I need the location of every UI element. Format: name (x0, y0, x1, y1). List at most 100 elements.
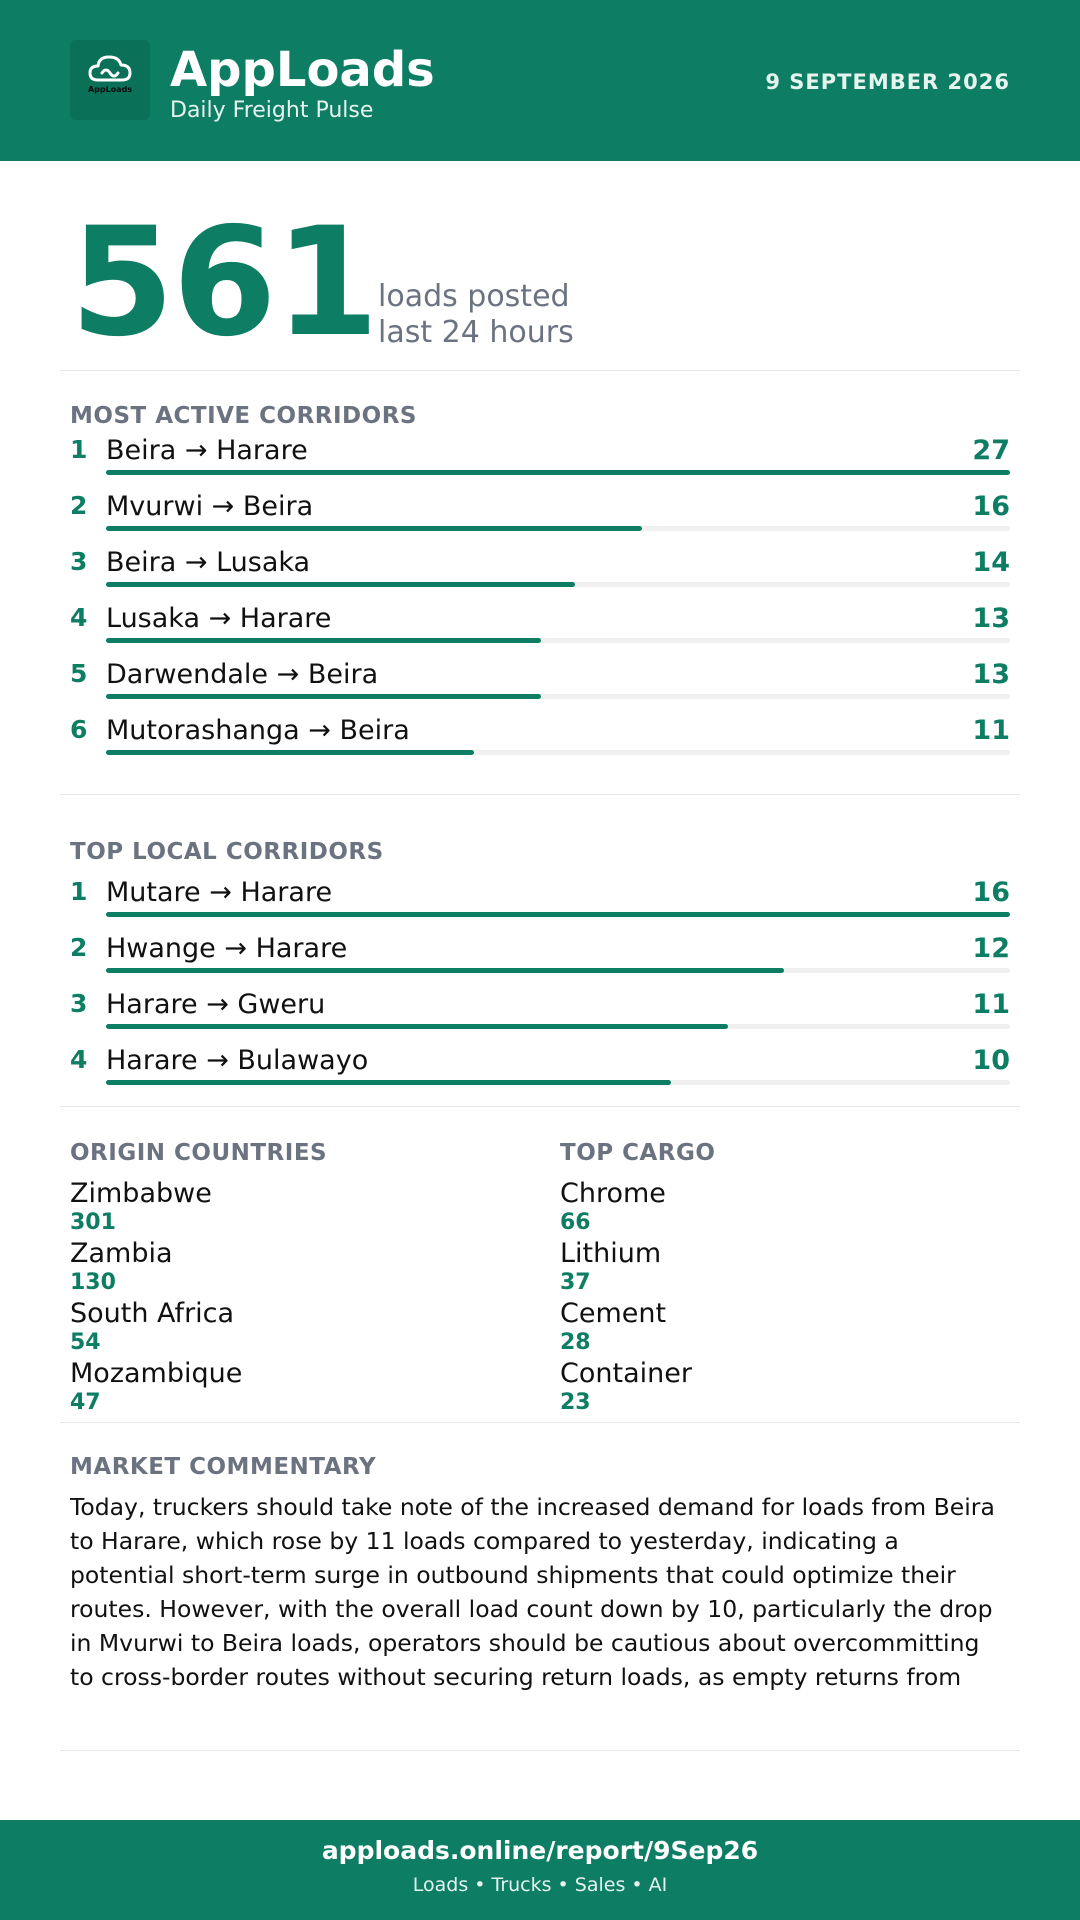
corridor-route: Lusaka → Harare (106, 603, 332, 634)
stat-name: Zimbabwe (70, 1178, 212, 1209)
stat-value: 66 (560, 1210, 591, 1235)
corridor-bar-fill (106, 968, 784, 973)
stat-name: Cement (560, 1298, 667, 1329)
corridor-rank: 5 (70, 659, 88, 688)
corridor-rank: 2 (70, 491, 88, 520)
divider (60, 794, 1020, 795)
top-cargo-title: TOP CARGO (560, 1140, 716, 1166)
corridor-count: 14 (972, 547, 1010, 578)
corridor-row: 1 Mutare → Harare 16 (70, 879, 1010, 935)
corridor-row: 4 Lusaka → Harare 13 (70, 605, 1010, 661)
header-bar: AppLoads AppLoads Daily Freight Pulse 9 … (0, 0, 1080, 161)
stat-name: Chrome (560, 1178, 666, 1209)
corridor-bar-fill (106, 912, 1010, 917)
corridor-bar-fill (106, 638, 542, 643)
stat-name: Mozambique (70, 1358, 243, 1389)
commentary-title: MARKET COMMENTARY (70, 1454, 377, 1480)
corridor-row: 2 Mvurwi → Beira 16 (70, 493, 1010, 549)
corridor-rank: 1 (70, 435, 88, 464)
corridor-row: 2 Hwange → Harare 12 (70, 935, 1010, 991)
corridor-count: 27 (972, 435, 1010, 466)
corridor-count: 12 (972, 933, 1010, 964)
corridor-rank: 3 (70, 989, 88, 1018)
corridor-bar-fill (106, 526, 642, 531)
logo-wordmark: AppLoads (87, 85, 133, 94)
corridor-bar-fill (106, 694, 542, 699)
report-date: 9 SEPTEMBER 2026 (765, 70, 1010, 94)
corridor-bar-track (106, 1080, 1010, 1085)
origin-countries-title: ORIGIN COUNTRIES (70, 1140, 328, 1166)
stat-value: 23 (560, 1390, 591, 1415)
corridor-bar-track (106, 694, 1010, 699)
top-local-title: TOP LOCAL CORRIDORS (70, 839, 384, 865)
corridor-count: 10 (972, 1045, 1010, 1076)
stat-value: 37 (560, 1270, 591, 1295)
brand-tagline: Daily Freight Pulse (170, 98, 374, 123)
corridor-route: Darwendale → Beira (106, 659, 379, 690)
corridor-bar-track (106, 638, 1010, 643)
corridor-count: 16 (972, 877, 1010, 908)
corridor-bar-track (106, 582, 1010, 587)
corridor-row: 5 Darwendale → Beira 13 (70, 661, 1010, 717)
corridor-bar-fill (106, 750, 475, 755)
corridor-route: Beira → Harare (106, 435, 308, 466)
stat-name: Container (560, 1358, 692, 1389)
corridor-route: Beira → Lusaka (106, 547, 311, 578)
corridor-row: 6 Mutorashanga → Beira 11 (70, 717, 1010, 773)
divider (60, 1750, 1020, 1751)
corridor-rank: 1 (70, 877, 88, 906)
corridor-bar-track (106, 470, 1010, 475)
footer-bar: apploads.online/report/9Sep26 Loads • Tr… (0, 1820, 1080, 1920)
corridor-bar-track (106, 526, 1010, 531)
corridor-route: Mutare → Harare (106, 877, 333, 908)
corridor-bar-track (106, 912, 1010, 917)
divider (60, 1422, 1020, 1423)
corridor-route: Mvurwi → Beira (106, 491, 314, 522)
brand-name: AppLoads (170, 42, 435, 98)
stat-value: 301 (70, 1210, 116, 1235)
corridor-rank: 3 (70, 547, 88, 576)
corridor-count: 13 (972, 603, 1010, 634)
corridor-bar-track (106, 750, 1010, 755)
market-commentary-text: Today, truckers should take note of the … (70, 1493, 995, 1691)
stat-name: Zambia (70, 1238, 173, 1269)
corridor-route: Hwange → Harare (106, 933, 348, 964)
most-active-title: MOST ACTIVE CORRIDORS (70, 403, 417, 429)
stat-name: South Africa (70, 1298, 235, 1329)
stat-value: 130 (70, 1270, 116, 1295)
corridor-rank: 4 (70, 1045, 88, 1074)
divider (60, 370, 1020, 371)
corridor-bar-fill (106, 470, 1010, 475)
corridor-route: Harare → Gweru (106, 989, 326, 1020)
corridor-route: Mutorashanga → Beira (106, 715, 410, 746)
report-link[interactable]: apploads.online/report/9Sep26 (321, 1836, 759, 1865)
stat-value: 54 (70, 1330, 101, 1355)
corridor-count: 13 (972, 659, 1010, 690)
corridor-bar-fill (106, 582, 575, 587)
corridor-count: 11 (972, 715, 1010, 746)
corridor-bar-track (106, 1024, 1010, 1029)
corridor-bar-fill (106, 1024, 728, 1029)
divider (60, 1106, 1020, 1107)
corridor-count: 11 (972, 989, 1010, 1020)
corridor-row: 1 Beira → Harare 27 (70, 437, 1010, 493)
apploads-logo: AppLoads (70, 40, 150, 120)
kpi-label-line1: loads posted (378, 279, 570, 314)
corridor-count: 16 (972, 491, 1010, 522)
corridor-rank: 2 (70, 933, 88, 962)
kpi-label-line2: last 24 hours (378, 315, 574, 350)
stat-name: Lithium (560, 1238, 662, 1269)
corridor-row: 3 Beira → Lusaka 14 (70, 549, 1010, 605)
corridor-row: 4 Harare → Bulawayo 10 (70, 1047, 1010, 1103)
cloud-icon (88, 55, 132, 82)
corridor-rank: 6 (70, 715, 88, 744)
corridor-route: Harare → Bulawayo (106, 1045, 369, 1076)
corridor-bar-track (106, 968, 1010, 973)
corridor-bar-fill (106, 1080, 671, 1085)
stat-value: 28 (560, 1330, 591, 1355)
corridor-rank: 4 (70, 603, 88, 632)
footer-tagline: Loads • Trucks • Sales • AI (412, 1874, 668, 1896)
loads-posted-count: 561 (70, 196, 379, 370)
corridor-row: 3 Harare → Gweru 11 (70, 991, 1010, 1047)
stat-value: 47 (70, 1390, 101, 1415)
